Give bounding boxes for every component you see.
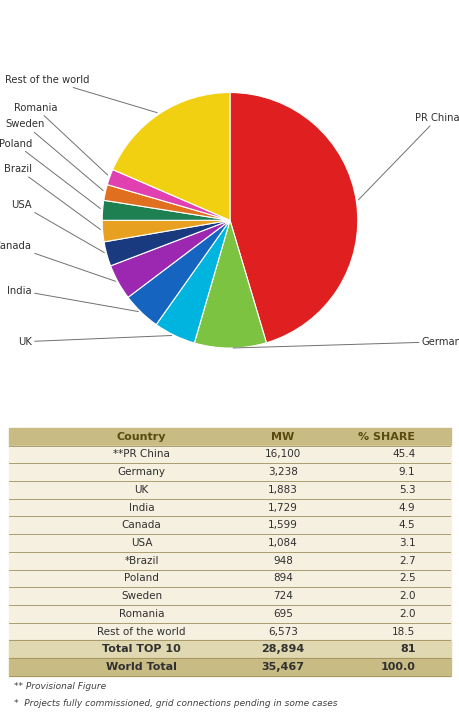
Text: 4.9: 4.9 <box>398 503 414 513</box>
Text: Poland: Poland <box>0 138 100 209</box>
Text: Poland: Poland <box>124 573 159 583</box>
Text: MW: MW <box>271 431 294 441</box>
Text: Country: Country <box>117 431 166 441</box>
Text: ** Provisional Figure: ** Provisional Figure <box>14 682 106 691</box>
Wedge shape <box>110 220 230 297</box>
Text: 3.1: 3.1 <box>398 538 414 548</box>
Text: Romania: Romania <box>119 609 164 619</box>
Text: 2.0: 2.0 <box>398 609 414 619</box>
Text: 100.0: 100.0 <box>380 662 414 672</box>
Text: 695: 695 <box>273 609 292 619</box>
Text: 45.4: 45.4 <box>392 449 414 459</box>
Text: 16,100: 16,100 <box>264 449 301 459</box>
Bar <box>9 446 450 463</box>
Wedge shape <box>156 220 230 343</box>
Bar <box>9 463 450 481</box>
Text: Romania: Romania <box>14 103 107 175</box>
Wedge shape <box>128 220 230 324</box>
Bar <box>9 481 450 498</box>
Text: Brazil: Brazil <box>4 164 100 230</box>
Text: 35,467: 35,467 <box>261 662 304 672</box>
Text: **PR China: **PR China <box>113 449 170 459</box>
Bar <box>9 588 450 605</box>
Bar <box>9 640 450 658</box>
Text: 3,238: 3,238 <box>268 467 297 477</box>
Text: 6,573: 6,573 <box>268 627 297 637</box>
Bar <box>9 622 450 640</box>
Bar <box>9 605 450 622</box>
Text: 18.5: 18.5 <box>392 627 414 637</box>
Bar <box>9 552 450 570</box>
Text: 28,894: 28,894 <box>261 645 304 655</box>
Text: 2.0: 2.0 <box>398 591 414 601</box>
Wedge shape <box>102 200 230 220</box>
Bar <box>9 658 450 676</box>
Text: 81: 81 <box>399 645 414 655</box>
Wedge shape <box>107 170 230 220</box>
Text: PR China: PR China <box>358 113 459 200</box>
Text: 1,084: 1,084 <box>268 538 297 548</box>
Text: Total TOP 10: Total TOP 10 <box>102 645 181 655</box>
Wedge shape <box>194 220 266 348</box>
Text: Sweden: Sweden <box>6 120 103 190</box>
Bar <box>9 428 450 446</box>
Text: 2.5: 2.5 <box>398 573 414 583</box>
Text: USA: USA <box>131 538 152 548</box>
Wedge shape <box>104 220 230 266</box>
Bar <box>9 570 450 588</box>
Text: 4.5: 4.5 <box>398 520 414 530</box>
Text: 5.3: 5.3 <box>398 485 414 495</box>
Text: 1,729: 1,729 <box>268 503 297 513</box>
Bar <box>9 498 450 516</box>
Text: Germany: Germany <box>233 337 459 348</box>
Text: Sweden: Sweden <box>121 591 162 601</box>
Text: UK: UK <box>134 485 148 495</box>
Bar <box>9 516 450 534</box>
Text: Canada: Canada <box>122 520 161 530</box>
Text: World Total: World Total <box>106 662 177 672</box>
Text: India: India <box>7 286 138 312</box>
Wedge shape <box>102 220 230 242</box>
Bar <box>9 534 450 552</box>
Text: 724: 724 <box>273 591 292 601</box>
Wedge shape <box>112 93 230 220</box>
Text: Germany: Germany <box>118 467 165 477</box>
Text: 948: 948 <box>273 555 292 565</box>
Text: Rest of the world: Rest of the world <box>97 627 185 637</box>
Text: Rest of the world: Rest of the world <box>5 75 157 113</box>
Text: India: India <box>129 503 154 513</box>
Text: 2.7: 2.7 <box>398 555 414 565</box>
Text: UK: UK <box>18 336 171 347</box>
Wedge shape <box>230 93 357 343</box>
Text: % SHARE: % SHARE <box>358 431 414 441</box>
Text: USA: USA <box>11 200 104 252</box>
Wedge shape <box>104 185 230 220</box>
Text: 1,599: 1,599 <box>268 520 297 530</box>
Text: 1,883: 1,883 <box>268 485 297 495</box>
Text: 894: 894 <box>273 573 292 583</box>
Text: Canada: Canada <box>0 241 115 282</box>
Text: *Brazil: *Brazil <box>124 555 159 565</box>
Text: 9.1: 9.1 <box>398 467 414 477</box>
Text: *  Projects fully commissioned, grid connections pending in some cases: * Projects fully commissioned, grid conn… <box>14 699 336 708</box>
